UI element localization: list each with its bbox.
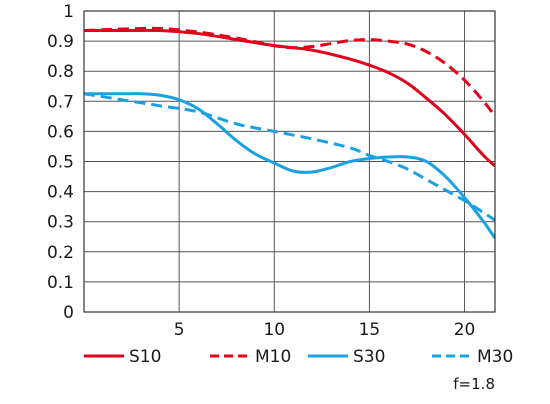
legend: S10 M10 S30 M30 — [84, 347, 513, 367]
x-tick-label: 5 — [174, 320, 185, 340]
y-tick-label: 0.5 — [47, 153, 74, 173]
tick-labels: 00.10.20.30.40.50.60.70.80.915 10 15 20 — [47, 2, 475, 340]
series-line-m30 — [84, 92, 495, 222]
plot-frame — [83, 10, 496, 313]
series-line-s30 — [84, 92, 495, 240]
legend-label-m30: M30 — [477, 347, 513, 367]
series-line-s10 — [84, 28, 495, 168]
legend-label-s10: S10 — [129, 347, 161, 367]
y-tick-label: 0.1 — [47, 273, 74, 293]
y-tick-label: 0.3 — [47, 213, 74, 233]
y-tick-label: 0.4 — [47, 183, 74, 203]
x-tick-label: 10 — [263, 320, 285, 340]
y-tick-label: 0.9 — [47, 32, 74, 52]
y-tick-label: 0.7 — [47, 92, 74, 112]
y-tick-label: 1 — [63, 2, 74, 22]
y-tick-label: 0 — [63, 303, 74, 323]
legend-label-m10: M10 — [255, 347, 291, 367]
aperture-note: f=1.8 — [453, 375, 495, 393]
y-tick-label: 0.2 — [47, 243, 74, 263]
series-line-m10 — [84, 26, 495, 118]
grid-layer — [84, 10, 495, 313]
y-tick-label: 0.6 — [47, 122, 74, 142]
x-tick-label: 15 — [359, 320, 381, 340]
y-tick-label: 0.8 — [47, 62, 74, 82]
legend-label-s30: S30 — [353, 347, 385, 367]
x-tick-label: 20 — [454, 320, 476, 340]
series-layer — [84, 26, 495, 240]
